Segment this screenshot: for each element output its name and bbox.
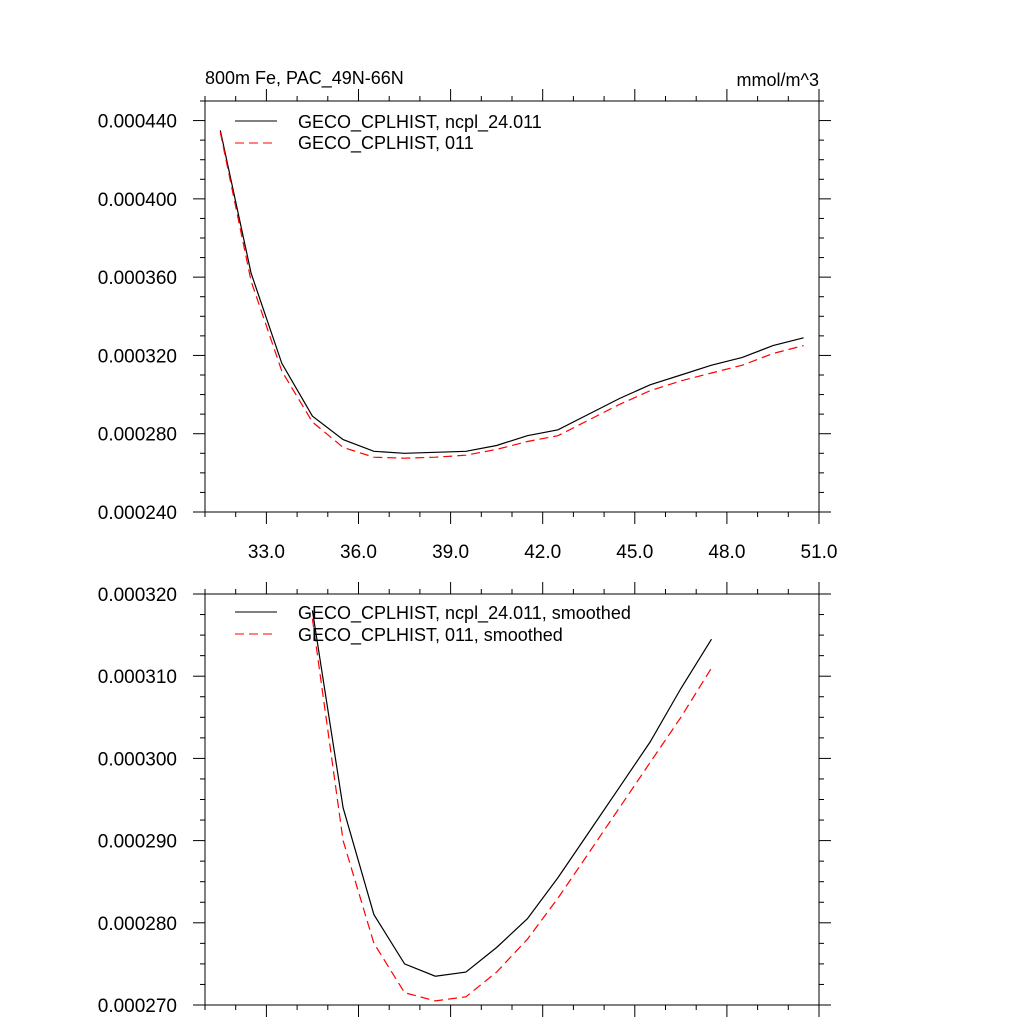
y-tick-label: 0.000290: [98, 832, 177, 853]
top-panel: 800m Fe, PAC_49N-66N mmol/m^3 33.0 36.0 39…: [98, 68, 838, 563]
axis-ticks: 33.0 36.0 39.0 42.0 45.0 48.0 51.0 0.000240 0.00…: [98, 89, 838, 563]
y-tick-label: 0.000360: [98, 268, 177, 289]
x-tick-label: 42.0: [524, 542, 561, 563]
y-tick-label: 0.000280: [98, 425, 177, 446]
series-line: [311, 610, 713, 977]
y-tick-label: 0.000440: [98, 112, 177, 133]
series-line: [219, 130, 804, 454]
y-tick-label: 0.000400: [98, 190, 177, 211]
y-tick-label: 0.000280: [98, 914, 177, 935]
x-tick-label: 36.0: [340, 542, 377, 563]
axis-ticks: 0.000270 0.000280 0.000290 0.000300 0.000310…: [98, 582, 831, 1017]
y-tick-label: 0.000240: [98, 503, 177, 524]
y-tick-label: 0.000300: [98, 749, 177, 770]
legend-entry: GECO_CPLHIST, ncpl_24.011, smoothed: [298, 603, 631, 624]
x-tick-label: 33.0: [248, 542, 285, 563]
x-tick-label: 51.0: [801, 542, 838, 563]
chart-title: 800m Fe, PAC_49N-66N: [205, 68, 404, 89]
series-line: [219, 132, 804, 459]
plot-frame: [204, 100, 820, 513]
series-line: [311, 618, 713, 1002]
legend-entry: GECO_CPLHIST, 011, smoothed: [298, 625, 563, 646]
x-tick-label: 45.0: [616, 542, 653, 563]
series-lines: [219, 130, 804, 459]
y-tick-label: 0.000310: [98, 667, 177, 688]
x-tick-label: 39.0: [432, 542, 469, 563]
legend: GECO_CPLHIST, ncpl_24.011, smoothed GECO…: [235, 603, 631, 646]
x-tick-label: 48.0: [708, 542, 745, 563]
legend: GECO_CPLHIST, ncpl_24.011 GECO_CPLHIST, …: [235, 112, 542, 154]
y-tick-label: 0.000320: [98, 585, 177, 606]
legend-entry: GECO_CPLHIST, ncpl_24.011: [298, 112, 542, 133]
y-tick-label: 0.000320: [98, 346, 177, 367]
bottom-panel: 0.000270 0.000280 0.000290 0.000300 0.000310…: [98, 582, 831, 1017]
legend-entry: GECO_CPLHIST, 011: [298, 133, 474, 154]
units-label: mmol/m^3: [737, 70, 819, 90]
plot-frame: [204, 593, 820, 1006]
y-tick-label: 0.000270: [98, 996, 177, 1017]
series-lines: [311, 610, 713, 1002]
